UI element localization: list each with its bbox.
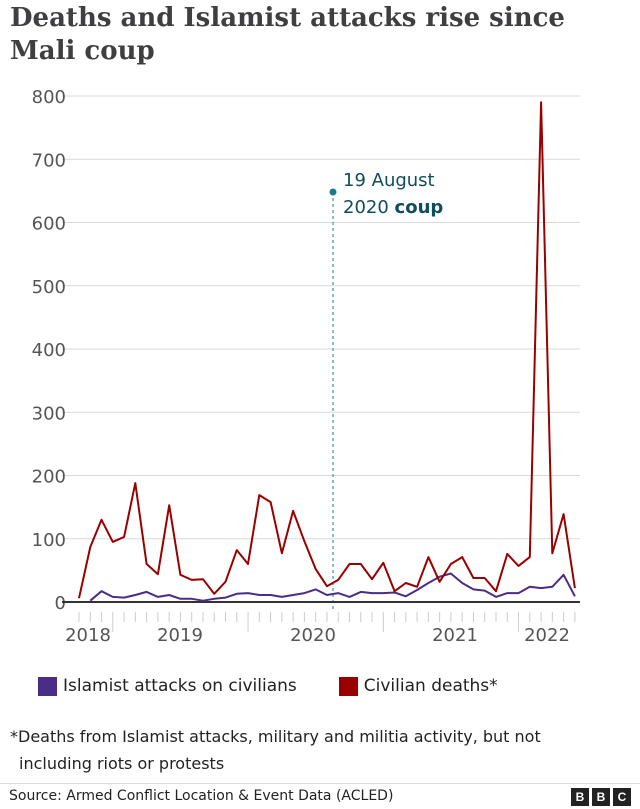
series-line-attacks [89,572,576,602]
coup-annotation-line-2: 2020 coup [343,197,443,218]
x-tick-label: 2022 [524,625,570,646]
x-tick-label: 2019 [157,625,203,646]
legend-label-deaths: Civilian deaths* [363,676,498,696]
y-tick-label: 0 [55,593,66,614]
y-tick-label: 300 [32,403,66,424]
legend: Islamist attacks on civilians Civilian d… [38,676,540,696]
legend-item-attacks: Islamist attacks on civilians [38,676,297,696]
y-tick-label: 800 [32,87,66,108]
legend-swatch-attacks [38,676,57,696]
bbc-logo-block: C [613,788,631,806]
chart-title: Deaths and Islamist attacks rise since M… [10,3,565,66]
y-tick-label: 200 [32,467,66,488]
x-tick-label: 2020 [290,625,336,646]
footnote: *Deaths from Islamist attacks, military … [10,723,610,777]
series-line-deaths [78,101,576,599]
y-tick-label: 100 [32,530,66,551]
footnote-line-2: including riots or protests [19,754,225,773]
footnote-line-1: *Deaths from Islamist attacks, military … [10,727,541,746]
y-tick-label: 500 [32,277,66,298]
coup-annotation-bold: coup [395,197,444,218]
legend-item-deaths: Civilian deaths* [338,676,498,696]
bbc-logo-block: B [571,788,589,806]
y-tick-label: 600 [32,214,66,235]
x-tick-label: 2021 [432,625,478,646]
coup-annotation-line-1: 19 August [343,170,435,191]
footer: Source: Armed Conflict Location & Event … [0,783,640,809]
bbc-logo-block: B [592,788,610,806]
y-tick-label: 700 [32,150,66,171]
source-text: Source: Armed Conflict Location & Event … [9,788,394,804]
bbc-logo: B B C [571,788,631,806]
x-tick-label: 2018 [65,625,111,646]
legend-label-attacks: Islamist attacks on civilians [63,676,297,696]
y-tick-label: 400 [32,340,66,361]
legend-swatch-deaths [338,676,358,696]
coup-marker-dot [329,188,337,196]
